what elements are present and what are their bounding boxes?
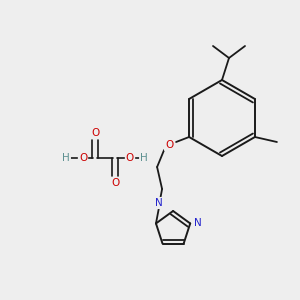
Text: N: N xyxy=(194,218,202,228)
Text: H: H xyxy=(62,153,70,163)
Text: O: O xyxy=(91,128,99,138)
Text: O: O xyxy=(79,153,87,163)
Text: O: O xyxy=(126,153,134,163)
Text: O: O xyxy=(165,140,173,150)
Text: H: H xyxy=(140,153,148,163)
Text: O: O xyxy=(111,178,119,188)
Text: N: N xyxy=(155,198,163,208)
